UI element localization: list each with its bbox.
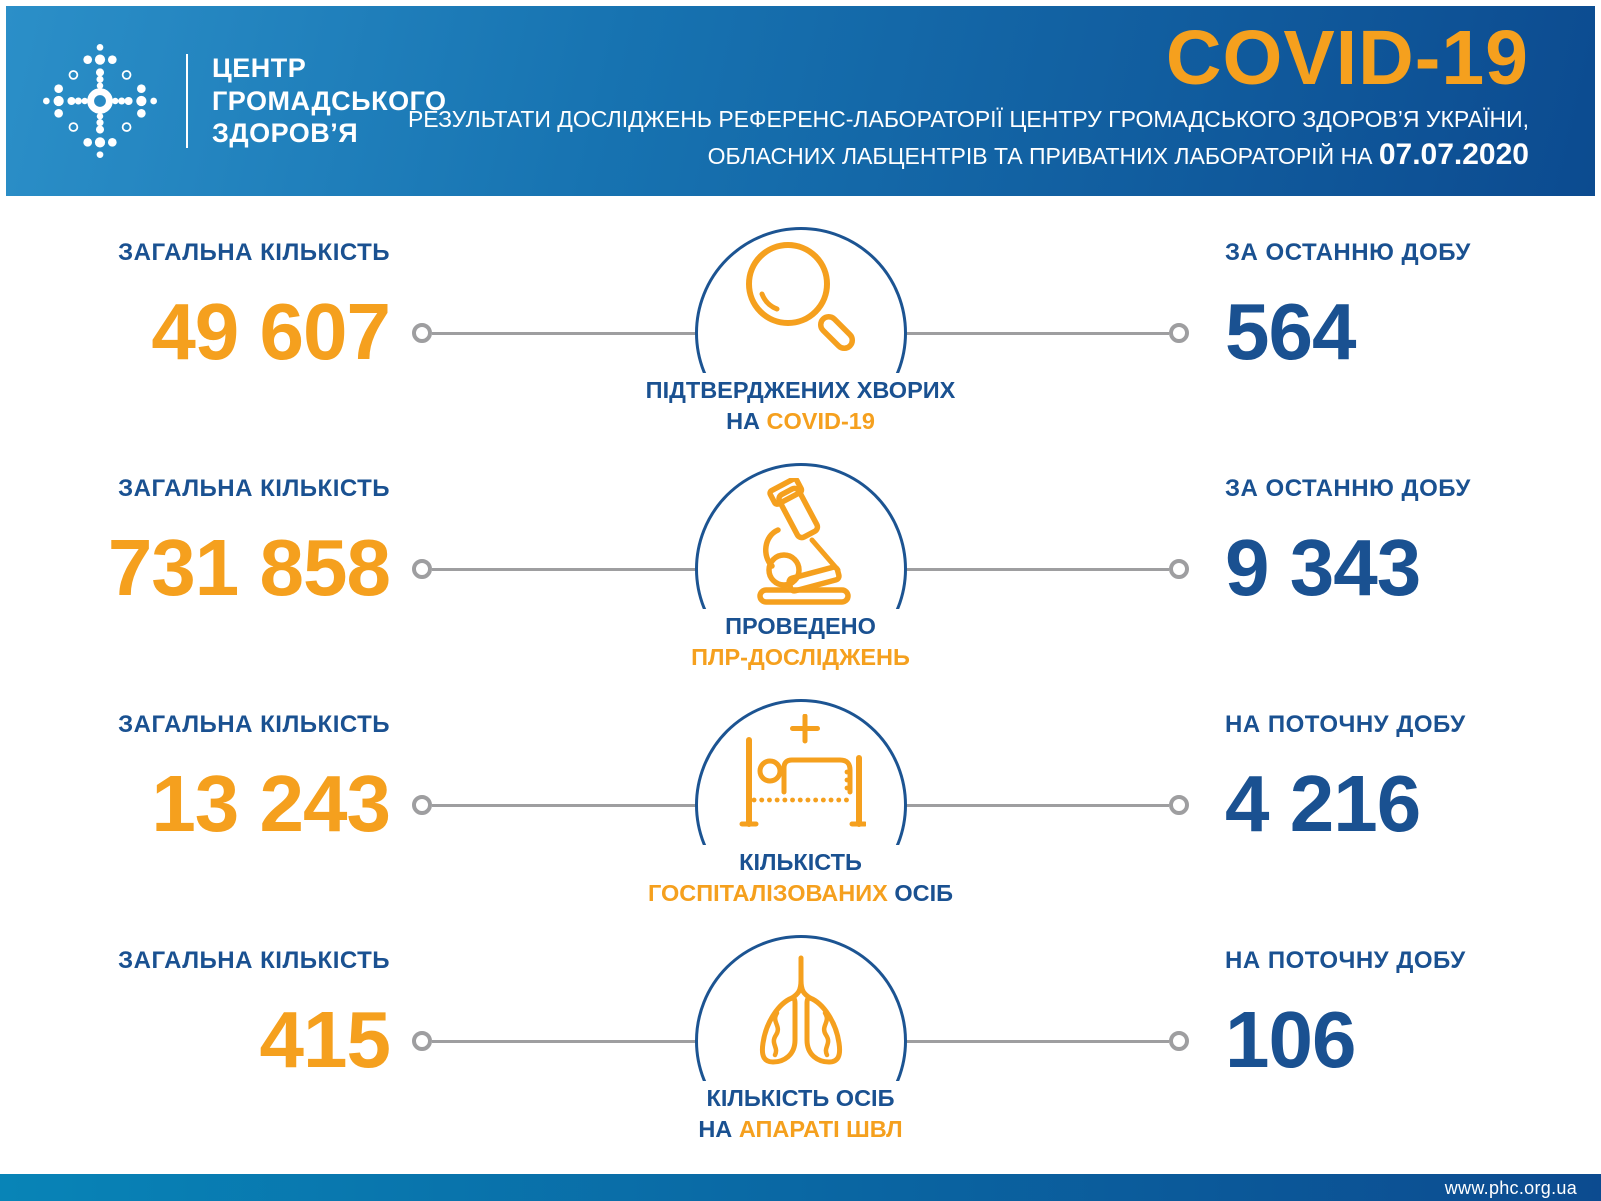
daily-label: НА ПОТОЧНУ ДОБУ bbox=[1225, 710, 1466, 738]
report-date: 07.07.2020 bbox=[1378, 138, 1529, 172]
connector-line bbox=[432, 1039, 699, 1043]
daily-label: ЗА ОСТАННЮ ДОБУ bbox=[1225, 474, 1471, 502]
phc-logo: ЦЕНТР ГРОМАДСЬКОГО ЗДОРОВ’Я bbox=[36, 37, 447, 165]
caption-text-part: ПРОВЕДЕНО bbox=[725, 613, 876, 639]
daily-value: 564 bbox=[1225, 287, 1356, 377]
logo-text-line1: ЦЕНТР bbox=[212, 52, 307, 83]
footer-bar: www.phc.org.ua bbox=[0, 1174, 1601, 1201]
stat-circle-group: КІЛЬКІСТЬ ОСІБ НА АПАРАТІ ШВЛ bbox=[688, 935, 913, 1148]
connector-ring bbox=[412, 559, 432, 579]
caption-text-part: COVID-19 bbox=[766, 407, 875, 434]
stat-caption: ПРОВЕДЕНО ПЛР-ДОСЛІДЖЕНЬ bbox=[681, 609, 920, 676]
logo-separator bbox=[186, 54, 188, 148]
connector-left bbox=[412, 323, 699, 343]
caption-text-part: ОСІБ bbox=[887, 879, 954, 906]
stats-section: ЗАГАЛЬНА КІЛЬКІСТЬ 49 607 ПІДТВЕРДЖЕНИХ … bbox=[0, 215, 1601, 1159]
stat-row-hospitalized: ЗАГАЛЬНА КІЛЬКІСТЬ 13 243 bbox=[0, 687, 1601, 923]
daily-stat: НА ПОТОЧНУ ДОБУ 4 216 bbox=[1211, 687, 1601, 923]
connector-left bbox=[412, 795, 699, 815]
daily-value: 4 216 bbox=[1225, 759, 1421, 849]
infographic-page: ЦЕНТР ГРОМАДСЬКОГО ЗДОРОВ’Я COVID-19 РЕЗ… bbox=[0, 6, 1601, 1201]
daily-stat: ЗА ОСТАННЮ ДОБУ 9 343 bbox=[1211, 451, 1601, 687]
logo-text: ЦЕНТР ГРОМАДСЬКОГО ЗДОРОВ’Я bbox=[212, 52, 447, 151]
daily-value: 106 bbox=[1225, 995, 1356, 1085]
connector-right bbox=[902, 795, 1189, 815]
stat-circle-group: ПІДТВЕРДЖЕНИХ ХВОРИХ НА COVID-19 bbox=[635, 227, 966, 440]
stat-row-confirmed-cases: ЗАГАЛЬНА КІЛЬКІСТЬ 49 607 ПІДТВЕРДЖЕНИХ … bbox=[0, 215, 1601, 451]
connector-left bbox=[412, 1031, 699, 1051]
logo-text-line2: ГРОМАДСЬКОГО bbox=[212, 85, 447, 116]
header-subtitle-line2: ОБЛАСНИХ ЛАБЦЕНТРІВ ТА ПРИВАТНИХ ЛАБОРАТ… bbox=[408, 138, 1529, 173]
stat-caption: КІЛЬКІСТЬ ОСІБ НА АПАРАТІ ШВЛ bbox=[688, 1081, 913, 1148]
connector-ring bbox=[1169, 323, 1189, 343]
connector-ring bbox=[412, 795, 432, 815]
connector-line bbox=[902, 1039, 1169, 1043]
connector-right bbox=[902, 559, 1189, 579]
connector-line bbox=[902, 331, 1169, 335]
caption-text-part: КІЛЬКІСТЬ bbox=[739, 849, 862, 875]
connector-ring bbox=[412, 1031, 432, 1051]
magnifier-icon bbox=[745, 242, 855, 352]
stat-row-pcr-tests: ЗАГАЛЬНА КІЛЬКІСТЬ 731 858 ПРОВЕДЕНО bbox=[0, 451, 1601, 687]
header: ЦЕНТР ГРОМАДСЬКОГО ЗДОРОВ’Я COVID-19 РЕЗ… bbox=[6, 6, 1595, 196]
total-label: ЗАГАЛЬНА КІЛЬКІСТЬ bbox=[118, 710, 390, 738]
connector-line bbox=[432, 803, 699, 807]
total-value: 731 858 bbox=[107, 523, 391, 613]
total-stat: ЗАГАЛЬНА КІЛЬКІСТЬ 13 243 bbox=[0, 687, 391, 923]
connector-line bbox=[432, 331, 699, 335]
stat-circle-group: ПРОВЕДЕНО ПЛР-ДОСЛІДЖЕНЬ bbox=[681, 463, 920, 676]
header-subtitle-line1: РЕЗУЛЬТАТИ ДОСЛІДЖЕНЬ РЕФЕРЕНС-ЛАБОРАТОР… bbox=[407, 106, 1529, 132]
hospital-bed-icon bbox=[739, 714, 866, 827]
connector-ring bbox=[1169, 795, 1189, 815]
lungs-icon bbox=[759, 955, 842, 1065]
daily-label: НА ПОТОЧНУ ДОБУ bbox=[1225, 946, 1466, 974]
connector-line bbox=[902, 567, 1169, 571]
caption-text-part: ПЛР-ДОСЛІДЖЕНЬ bbox=[691, 643, 910, 670]
connector-right bbox=[902, 1031, 1189, 1051]
caption-text-part: НА bbox=[698, 1115, 739, 1142]
total-stat: ЗАГАЛЬНА КІЛЬКІСТЬ 49 607 bbox=[0, 215, 391, 451]
connector-ring bbox=[412, 323, 432, 343]
caption-text-part: КІЛЬКІСТЬ ОСІБ bbox=[706, 1085, 895, 1111]
total-label: ЗАГАЛЬНА КІЛЬКІСТЬ bbox=[118, 474, 390, 502]
caption-text-part: АПАРАТІ ШВЛ bbox=[738, 1115, 903, 1142]
caption-text-part: НА bbox=[726, 407, 767, 434]
daily-label: ЗА ОСТАННЮ ДОБУ bbox=[1225, 238, 1471, 266]
stat-caption: КІЛЬКІСТЬ ГОСПІТАЛІЗОВАНИХ ОСІБ bbox=[637, 845, 964, 912]
total-value: 415 bbox=[259, 995, 391, 1085]
total-stat: ЗАГАЛЬНА КІЛЬКІСТЬ 731 858 bbox=[0, 451, 391, 687]
caption-text-part: ПІДТВЕРДЖЕНИХ ХВОРИХ bbox=[645, 377, 956, 403]
logo-text-line3: ЗДОРОВ’Я bbox=[212, 118, 359, 149]
subtitle-line2-text: ОБЛАСНИХ ЛАБЦЕНТРІВ ТА ПРИВАТНИХ ЛАБОРАТ… bbox=[707, 143, 1379, 170]
total-value: 49 607 bbox=[151, 287, 391, 377]
connector-left bbox=[412, 559, 699, 579]
phc-logo-icon bbox=[42, 43, 158, 159]
total-value: 13 243 bbox=[151, 759, 391, 849]
total-stat: ЗАГАЛЬНА КІЛЬКІСТЬ 415 bbox=[0, 923, 391, 1159]
daily-stat: НА ПОТОЧНУ ДОБУ 106 bbox=[1211, 923, 1601, 1159]
header-title-block: COVID-19 РЕЗУЛЬТАТИ ДОСЛІДЖЕНЬ РЕФЕРЕНС-… bbox=[408, 20, 1529, 173]
daily-value: 9 343 bbox=[1225, 523, 1421, 613]
stat-circle-group: КІЛЬКІСТЬ ГОСПІТАЛІЗОВАНИХ ОСІБ bbox=[637, 699, 964, 912]
stat-row-ventilators: ЗАГАЛЬНА КІЛЬКІСТЬ 415 КІЛЬКІСТЬ ОСІБ bbox=[0, 923, 1601, 1159]
covid-19-title: COVID-19 bbox=[1165, 15, 1529, 101]
connector-ring bbox=[1169, 559, 1189, 579]
stat-caption: ПІДТВЕРДЖЕНИХ ХВОРИХ НА COVID-19 bbox=[635, 373, 966, 440]
connector-line bbox=[902, 803, 1169, 807]
connector-line bbox=[432, 567, 699, 571]
microscope-icon bbox=[756, 478, 851, 605]
website-link[interactable]: www.phc.org.ua bbox=[1444, 1178, 1577, 1198]
connector-right bbox=[902, 323, 1189, 343]
connector-ring bbox=[1169, 1031, 1189, 1051]
total-label: ЗАГАЛЬНА КІЛЬКІСТЬ bbox=[118, 946, 390, 974]
total-label: ЗАГАЛЬНА КІЛЬКІСТЬ bbox=[118, 238, 390, 266]
caption-text-part: ГОСПІТАЛІЗОВАНИХ bbox=[647, 879, 888, 906]
daily-stat: ЗА ОСТАННЮ ДОБУ 564 bbox=[1211, 215, 1601, 451]
